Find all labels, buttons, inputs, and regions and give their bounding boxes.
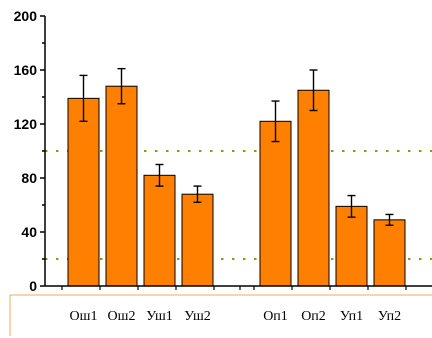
- bar: [105, 85, 138, 287]
- y-tick-label: 40: [21, 224, 37, 240]
- bar: [181, 193, 214, 287]
- y-tick-label: 120: [14, 116, 38, 132]
- x-tick-label: Ош2: [108, 309, 136, 324]
- bar: [335, 205, 368, 287]
- bar: [297, 89, 330, 287]
- x-tick-label: Уп2: [378, 309, 401, 324]
- x-tick-label: Оп1: [263, 309, 288, 324]
- bar: [67, 97, 100, 287]
- bar: [143, 174, 176, 287]
- y-tick-label: 80: [21, 170, 37, 186]
- x-tick-label: Уш1: [146, 309, 172, 324]
- x-tick-label: Уш2: [184, 309, 210, 324]
- y-tick-label: 0: [29, 278, 37, 294]
- x-tick-label: Уп1: [340, 309, 363, 324]
- bar: [373, 219, 406, 287]
- y-tick-label: 160: [14, 62, 38, 78]
- bar: [259, 120, 292, 287]
- x-tick-label: Оп2: [301, 309, 326, 324]
- category-strip-frame: [9, 294, 432, 336]
- x-tick-label: Ош1: [70, 309, 98, 324]
- y-tick-label: 200: [14, 8, 38, 24]
